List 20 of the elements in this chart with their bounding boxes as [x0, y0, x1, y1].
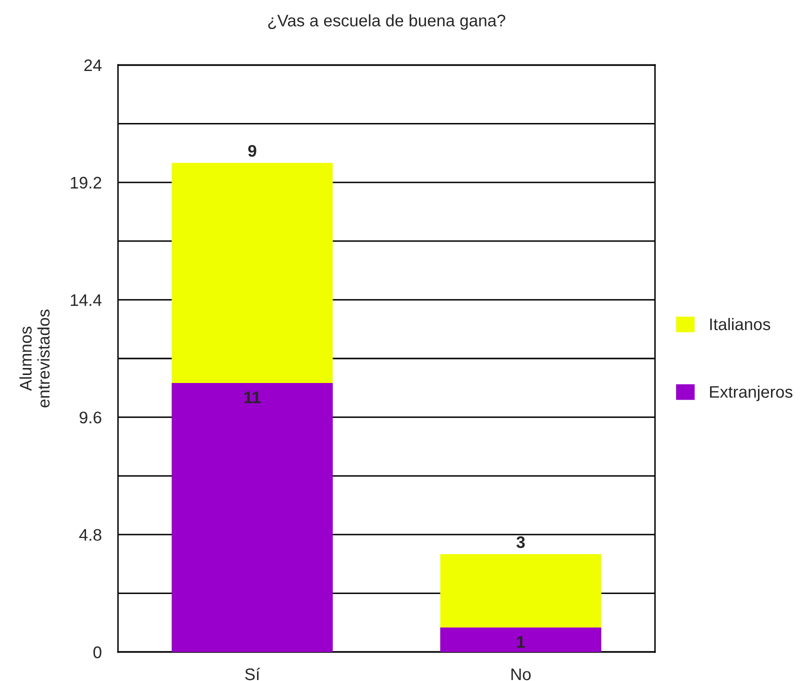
y-axis-title: Alumnos entrevistados [19, 310, 50, 408]
data-label: 11 [244, 392, 261, 404]
x-tick-label: Sí [245, 668, 260, 680]
legend-label: Extranjeros [710, 386, 792, 402]
x-tick-label: No [511, 668, 531, 680]
bar [172, 382, 333, 652]
legend-label: Italianos [710, 318, 770, 330]
data-label: 9 [248, 144, 256, 157]
data-label: 3 [516, 536, 525, 548]
y-tick-label: 9.6 [80, 412, 102, 424]
y-tick-label: 14.4 [70, 294, 102, 306]
y-tick-label: 0 [93, 646, 102, 658]
data-label: 1 [517, 636, 525, 648]
chart-title: ¿Vas a escuela de buena gana? [268, 14, 506, 30]
bar [172, 162, 333, 383]
y-tick-label: 19.2 [70, 176, 102, 189]
y-tick-label: 4.8 [79, 529, 102, 541]
bar [440, 628, 602, 652]
bar [440, 554, 602, 628]
y-tick-label: 24 [84, 59, 102, 72]
